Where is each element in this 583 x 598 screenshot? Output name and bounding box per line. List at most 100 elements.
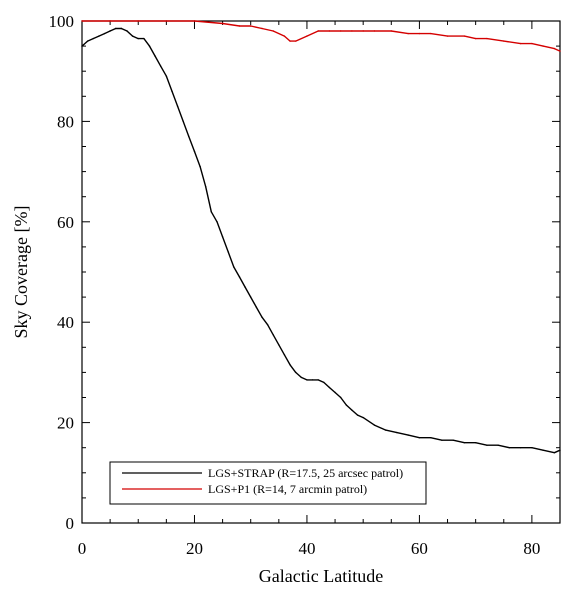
- data-point-1: [486, 37, 488, 40]
- data-point-0: [463, 442, 466, 444]
- y-tick-label: 0: [66, 514, 75, 533]
- axis-ticks: 0 20 40 60 80 0 20 40 60 80 100: [49, 12, 560, 558]
- y-tick-label: 60: [57, 213, 74, 232]
- data-point-0: [328, 386, 331, 389]
- data-point-0: [216, 221, 218, 223]
- data-point-1: [446, 35, 449, 37]
- data-point-0: [238, 276, 241, 278]
- series-line-0: [81, 27, 561, 454]
- data-point-0: [396, 431, 398, 434]
- data-point-0: [233, 266, 235, 268]
- data-point-1: [474, 37, 477, 40]
- data-point-1: [238, 25, 241, 27]
- data-point-0: [188, 135, 190, 138]
- data-point-0: [160, 65, 162, 67]
- data-point-1: [553, 47, 556, 50]
- data-point-1: [351, 30, 353, 32]
- data-point-0: [289, 364, 291, 366]
- x-tick-label: 0: [78, 539, 87, 558]
- data-point-0: [311, 379, 314, 381]
- data-point-0: [283, 354, 286, 356]
- data-point-1: [295, 40, 297, 42]
- legend-box: [109, 461, 427, 505]
- data-point-0: [81, 45, 83, 47]
- data-point-0: [362, 416, 364, 419]
- data-point-1: [390, 30, 392, 32]
- data-point-1: [250, 25, 252, 27]
- y-tick-label: 20: [57, 414, 74, 433]
- x-axis-label: Galactic Latitude: [259, 566, 383, 586]
- data-point-1: [340, 30, 342, 32]
- data-point-1: [317, 30, 319, 32]
- data-point-0: [199, 165, 201, 168]
- data-point-1: [373, 30, 376, 32]
- data-point-0: [531, 447, 533, 449]
- data-point-0: [109, 30, 111, 32]
- data-point-1: [503, 40, 505, 42]
- legend-label-strap: LGS+STRAP (R=17.5, 25 arcsec patrol): [208, 466, 403, 480]
- data-point-0: [486, 444, 488, 446]
- data-point-0: [126, 30, 128, 32]
- data-point-0: [317, 379, 319, 381]
- data-point-0: [182, 120, 184, 123]
- data-point-1: [283, 35, 286, 37]
- data-point-0: [103, 32, 106, 35]
- data-point-0: [508, 447, 511, 449]
- data-point-0: [278, 344, 280, 346]
- data-point-1: [531, 42, 533, 45]
- data-point-0: [418, 437, 421, 439]
- x-tick-label: 80: [523, 539, 540, 558]
- data-point-0: [143, 37, 145, 40]
- data-point-1: [418, 32, 421, 35]
- y-tick-label: 80: [57, 112, 74, 131]
- series-line-1: [82, 20, 561, 52]
- data-point-1: [165, 20, 168, 22]
- y-axis-label: Sky Coverage [%]: [11, 206, 31, 339]
- data-point-0: [250, 296, 252, 298]
- data-point-0: [148, 45, 151, 47]
- data-point-0: [407, 434, 409, 436]
- data-point-0: [474, 442, 477, 444]
- data-point-0: [86, 40, 89, 42]
- data-point-0: [373, 424, 376, 426]
- data-point-1: [261, 27, 263, 30]
- data-point-0: [323, 381, 325, 384]
- x-tick-label: 60: [411, 539, 428, 558]
- data-point-0: [441, 439, 443, 441]
- data-point-1: [137, 20, 139, 22]
- data-point-0: [98, 35, 100, 37]
- data-point-0: [244, 286, 246, 288]
- data-point-0: [385, 429, 387, 431]
- data-point-1: [272, 30, 274, 32]
- data-point-0: [210, 211, 212, 213]
- data-point-0: [295, 371, 297, 374]
- data-point-0: [497, 444, 499, 446]
- data-point-0: [115, 27, 117, 30]
- data-point-1: [306, 35, 308, 37]
- data-point-0: [171, 90, 173, 93]
- data-point-0: [176, 105, 179, 108]
- x-tick-label: 20: [186, 539, 203, 558]
- data-point-1: [109, 20, 111, 22]
- legend: LGS+STRAP (R=17.5, 25 arcsec patrol) LGS…: [109, 461, 427, 505]
- data-point-0: [356, 414, 359, 416]
- data-point-1: [289, 40, 291, 42]
- data-point-0: [542, 449, 544, 451]
- data-point-1: [542, 45, 544, 47]
- data-point-0: [120, 27, 123, 30]
- legend-label-p1: LGS+P1 (R=14, 7 arcmin patrol): [208, 482, 367, 496]
- data-point-0: [430, 437, 432, 439]
- x-tick-label: 40: [298, 539, 315, 558]
- data-point-0: [221, 236, 224, 238]
- data-point-0: [351, 409, 353, 411]
- data-point-1: [559, 50, 561, 52]
- data-point-0: [334, 391, 336, 394]
- data-point-0: [261, 316, 263, 318]
- data-point-0: [205, 186, 207, 188]
- y-tick-label: 100: [49, 12, 75, 31]
- data-point-1: [221, 22, 224, 25]
- data-point-1: [328, 30, 331, 32]
- data-point-1: [430, 32, 432, 35]
- data-point-1: [407, 32, 409, 35]
